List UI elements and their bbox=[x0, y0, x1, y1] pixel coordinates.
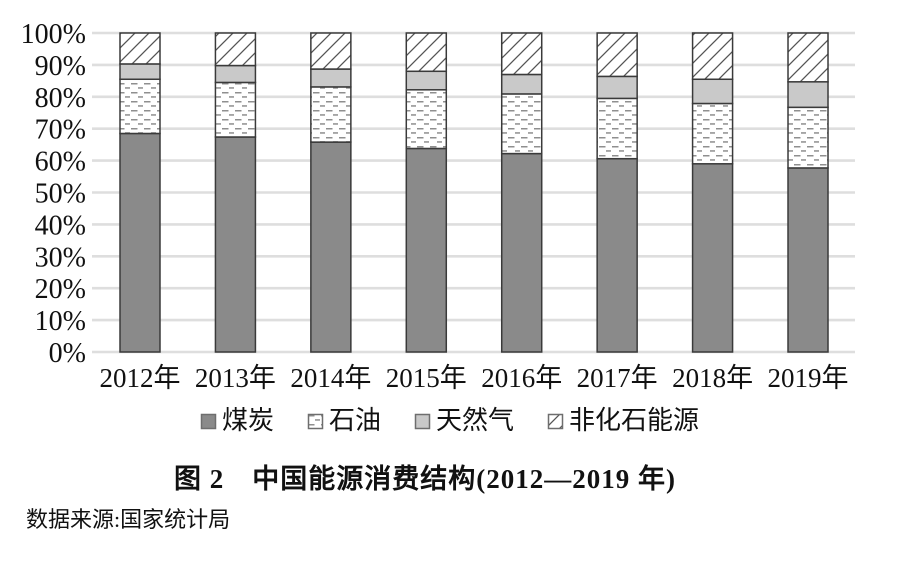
legend-swatch-nonfossil-icon bbox=[547, 413, 564, 429]
bar-2015年 bbox=[405, 32, 448, 353]
bars bbox=[119, 32, 829, 353]
segment-coal-2014年 bbox=[310, 141, 352, 353]
x-tick-label-2012年: 2012年 bbox=[100, 363, 181, 393]
segment-oil-2012年 bbox=[119, 78, 161, 135]
legend-label-oil: 石油 bbox=[328, 406, 381, 435]
x-tick-label-2013年: 2013年 bbox=[195, 363, 276, 393]
segment-gas-2018年 bbox=[691, 78, 734, 105]
segment-gas-2013年 bbox=[214, 64, 257, 84]
y-tick-label-50: 50% bbox=[35, 179, 86, 210]
x-axis-labels: 2012年 2013年 2014年 2015年 2016年 2017年 2018年 2019年 bbox=[100, 363, 849, 393]
segment-oil-2019年 bbox=[787, 106, 829, 169]
bar-2014年 bbox=[310, 32, 352, 353]
x-tick-label-2016年: 2016年 bbox=[481, 363, 562, 393]
segment-nonfossil-2013年 bbox=[214, 32, 257, 67]
segment-gas-2015年 bbox=[405, 70, 448, 91]
y-tick-label-60: 60% bbox=[35, 147, 86, 178]
segment-gas-2016年 bbox=[500, 73, 543, 95]
bar-2017年 bbox=[596, 32, 638, 353]
y-axis-labels: 0%10%20%30%40%50%60%70%80%90%100% bbox=[21, 19, 86, 369]
segment-oil-2017年 bbox=[596, 97, 638, 160]
segment-oil-2013年 bbox=[214, 81, 257, 138]
y-tick-label-10: 10% bbox=[35, 306, 86, 337]
x-tick-label-2015年: 2015年 bbox=[386, 363, 467, 393]
y-tick-label-80: 80% bbox=[35, 83, 86, 114]
x-tick-label-2019年: 2019年 bbox=[768, 363, 849, 393]
segment-oil-2018年 bbox=[691, 102, 734, 165]
bar-2016年 bbox=[500, 32, 543, 353]
legend-label-gas: 天然气 bbox=[436, 406, 515, 435]
segment-coal-2018年 bbox=[691, 163, 734, 353]
y-tick-label-20: 20% bbox=[35, 274, 86, 305]
segment-nonfossil-2015年 bbox=[405, 32, 448, 73]
segment-gas-2017年 bbox=[596, 75, 638, 100]
legend-swatch-coal-icon bbox=[200, 413, 217, 429]
segment-oil-2014年 bbox=[310, 86, 352, 143]
legend-item-nonfossil: 非化石能源 bbox=[547, 404, 699, 438]
segment-nonfossil-2012年 bbox=[119, 32, 161, 65]
segment-gas-2012年 bbox=[119, 63, 161, 81]
legend-label-coal: 煤炭 bbox=[221, 406, 274, 435]
y-tick-label-100: 100% bbox=[21, 19, 86, 50]
bar-2019年 bbox=[787, 32, 829, 353]
y-tick-label-70: 70% bbox=[35, 115, 86, 146]
legend-swatch-oil-icon bbox=[307, 413, 324, 429]
x-tick-label-2018年: 2018年 bbox=[672, 363, 753, 393]
segment-gas-2019年 bbox=[787, 81, 829, 109]
data-source-note: 数据来源:国家统计局 bbox=[26, 507, 231, 532]
segment-oil-2015年 bbox=[405, 89, 448, 150]
figure-caption: 图 2 中国能源消费结构(2012—2019 年) bbox=[174, 464, 676, 494]
segment-coal-2015年 bbox=[405, 147, 448, 353]
segment-gas-2014年 bbox=[310, 68, 352, 88]
segment-coal-2019年 bbox=[787, 167, 829, 353]
legend-swatch-gas-icon bbox=[414, 413, 431, 429]
y-tick-label-30: 30% bbox=[35, 242, 86, 273]
x-tick-label-2014年: 2014年 bbox=[290, 363, 371, 393]
bar-2012年 bbox=[119, 32, 161, 353]
segment-nonfossil-2018年 bbox=[691, 32, 734, 81]
segment-oil-2016年 bbox=[500, 93, 543, 155]
segment-coal-2017年 bbox=[596, 157, 638, 353]
segment-nonfossil-2016年 bbox=[500, 32, 543, 76]
bar-2018年 bbox=[691, 32, 734, 353]
bar-2013年 bbox=[214, 32, 257, 353]
y-tick-label-40: 40% bbox=[35, 210, 86, 241]
legend-label-nonfossil: 非化石能源 bbox=[569, 406, 700, 435]
legend-item-coal: 煤炭 bbox=[200, 404, 274, 438]
stacked-bar-chart: 0%10%20%30%40%50%60%70%80%90%100% 2012年 2… bbox=[21, 19, 855, 393]
segment-nonfossil-2014年 bbox=[310, 32, 352, 70]
segment-nonfossil-2019年 bbox=[787, 32, 829, 83]
segment-nonfossil-2017年 bbox=[596, 32, 638, 78]
legend-item-gas: 天然气 bbox=[414, 404, 514, 438]
segment-coal-2012年 bbox=[119, 132, 161, 353]
y-tick-label-90: 90% bbox=[35, 51, 86, 82]
segment-coal-2016年 bbox=[500, 152, 543, 353]
x-tick-label-2017年: 2017年 bbox=[577, 363, 658, 393]
legend-item-oil: 石油 bbox=[307, 404, 381, 438]
chart-legend: 煤炭 石油 天然气 非化石能源 bbox=[0, 404, 899, 438]
gridlines bbox=[92, 31, 855, 354]
segment-coal-2013年 bbox=[214, 136, 257, 353]
y-tick-label-0: 0% bbox=[49, 338, 86, 369]
